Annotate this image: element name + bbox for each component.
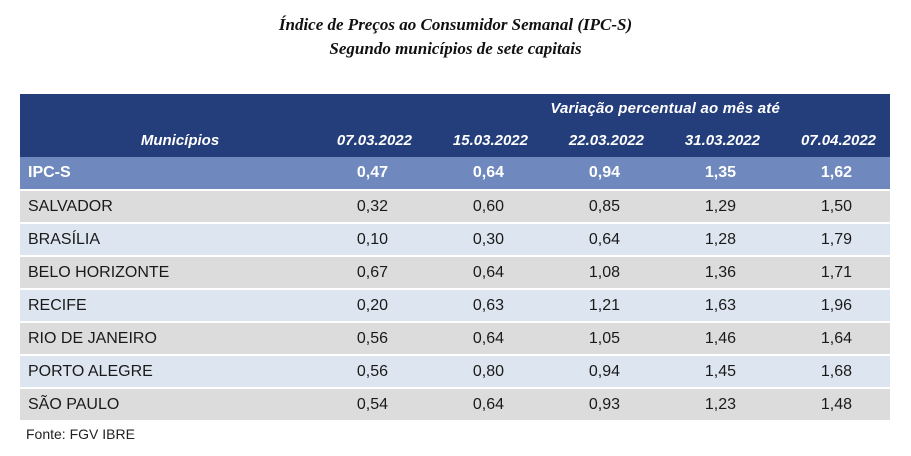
table-row: SÃO PAULO 0,54 0,64 0,93 1,23 1,48 xyxy=(20,388,891,422)
table-header-row: Municípios 07.03.2022 15.03.2022 22.03.2… xyxy=(20,123,891,157)
row-value: 1,96 xyxy=(774,289,891,323)
row-value: 0,93 xyxy=(542,388,658,422)
row-value: 1,79 xyxy=(774,223,891,257)
row-value: 0,64 xyxy=(426,157,542,191)
row-value: 0,20 xyxy=(310,289,426,323)
row-value: 1,50 xyxy=(774,190,891,224)
row-value: 1,29 xyxy=(658,190,774,224)
row-value: 1,35 xyxy=(658,157,774,191)
row-value: 1,68 xyxy=(774,355,891,389)
row-value: 1,36 xyxy=(658,256,774,290)
row-value: 0,30 xyxy=(426,223,542,257)
header-date: 15.03.2022 xyxy=(426,123,542,157)
row-value: 0,64 xyxy=(426,256,542,290)
header-date: 22.03.2022 xyxy=(542,123,658,157)
row-value: 0,32 xyxy=(310,190,426,224)
row-value: 0,94 xyxy=(542,355,658,389)
row-value: 1,23 xyxy=(658,388,774,422)
row-value: 0,56 xyxy=(310,355,426,389)
table-row: PORTO ALEGRE 0,56 0,80 0,94 1,45 1,68 xyxy=(20,355,891,389)
table-row: RECIFE 0,20 0,63 1,21 1,63 1,96 xyxy=(20,289,891,323)
table-header-group-row: Variação percentual ao mês até xyxy=(20,94,891,123)
row-name: PORTO ALEGRE xyxy=(20,355,310,389)
page-subtitle: Segundo municípios de sete capitais xyxy=(329,39,582,58)
row-value: 0,47 xyxy=(310,157,426,191)
row-value: 0,85 xyxy=(542,190,658,224)
header-date: 31.03.2022 xyxy=(658,123,774,157)
table-row-ipcs: IPC-S 0,47 0,64 0,94 1,35 1,62 xyxy=(20,157,891,191)
table-row: RIO DE JANEIRO 0,56 0,64 1,05 1,46 1,64 xyxy=(20,322,891,356)
row-value: 0,64 xyxy=(542,223,658,257)
table-row: SALVADOR 0,32 0,60 0,85 1,29 1,50 xyxy=(20,190,891,224)
header-spacer xyxy=(20,94,310,123)
row-value: 1,63 xyxy=(658,289,774,323)
row-name: BELO HORIZONTE xyxy=(20,256,310,290)
page-title: Índice de Preços ao Consumidor Semanal (… xyxy=(278,15,633,34)
row-value: 0,54 xyxy=(310,388,426,422)
ipc-table: Variação percentual ao mês até Município… xyxy=(20,94,891,422)
row-name: BRASÍLIA xyxy=(20,223,310,257)
row-value: 0,64 xyxy=(426,322,542,356)
row-value: 1,64 xyxy=(774,322,891,356)
row-value: 1,46 xyxy=(658,322,774,356)
row-value: 0,63 xyxy=(426,289,542,323)
header-variacao: Variação percentual ao mês até xyxy=(310,94,891,123)
row-value: 1,08 xyxy=(542,256,658,290)
header-date: 07.03.2022 xyxy=(310,123,426,157)
row-value: 0,56 xyxy=(310,322,426,356)
row-value: 0,60 xyxy=(426,190,542,224)
row-value: 1,28 xyxy=(658,223,774,257)
row-name: RECIFE xyxy=(20,289,310,323)
row-value: 1,48 xyxy=(774,388,891,422)
header-municipios: Municípios xyxy=(20,123,310,157)
row-value: 0,10 xyxy=(310,223,426,257)
row-value: 0,80 xyxy=(426,355,542,389)
row-name: SALVADOR xyxy=(20,190,310,224)
row-value: 1,05 xyxy=(542,322,658,356)
row-value: 0,64 xyxy=(426,388,542,422)
row-name: RIO DE JANEIRO xyxy=(20,322,310,356)
row-value: 1,45 xyxy=(658,355,774,389)
row-value: 0,67 xyxy=(310,256,426,290)
row-name: SÃO PAULO xyxy=(20,388,310,422)
row-value: 0,94 xyxy=(542,157,658,191)
source-note: Fonte: FGV IBRE xyxy=(26,426,135,442)
row-value: 1,62 xyxy=(774,157,891,191)
row-value: 1,21 xyxy=(542,289,658,323)
table-row: BRASÍLIA 0,10 0,30 0,64 1,28 1,79 xyxy=(20,223,891,257)
row-name: IPC-S xyxy=(20,157,310,191)
header-date: 07.04.2022 xyxy=(774,123,891,157)
table-row: BELO HORIZONTE 0,67 0,64 1,08 1,36 1,71 xyxy=(20,256,891,290)
row-value: 1,71 xyxy=(774,256,891,290)
